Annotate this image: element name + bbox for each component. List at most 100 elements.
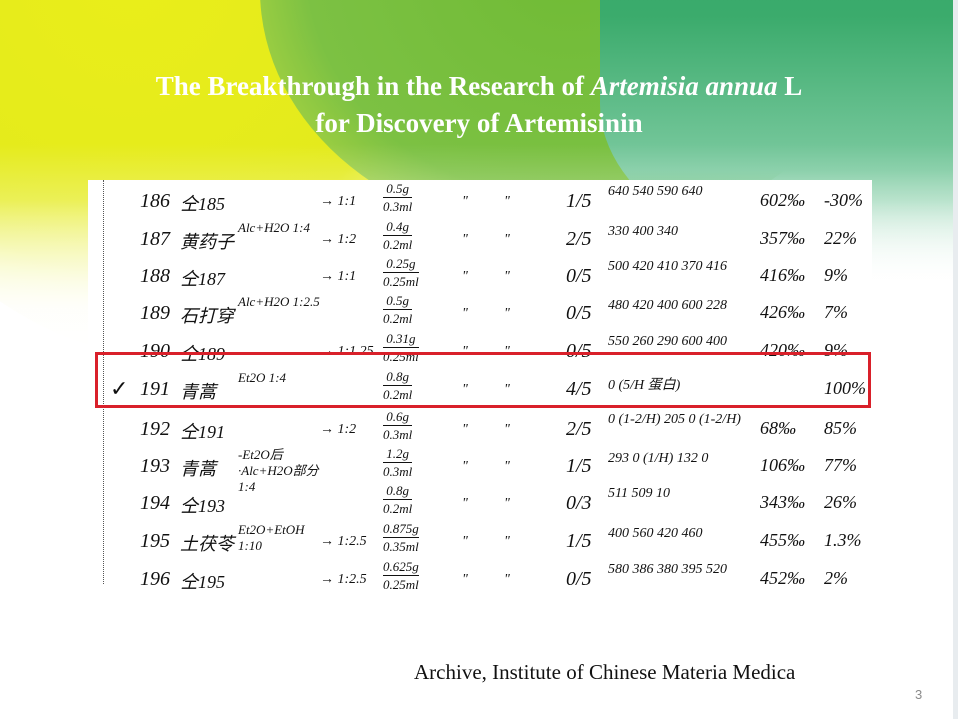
archive-row: 193 青蒿 -Et2O后·Alc+H2O部分 1:4 1.2g 0.3ml " … (88, 446, 872, 494)
ditto-mark: " (504, 382, 510, 397)
percent: 7% (824, 302, 848, 322)
fraction: 0/3 (566, 492, 592, 514)
dose: 0.8g 0.2ml (383, 368, 413, 403)
percent: -30% (824, 190, 863, 210)
fraction: 4/5 (566, 378, 592, 400)
fraction: 0/5 (566, 265, 592, 287)
dose: 0.875g 0.35ml (383, 520, 419, 555)
ditto-mark: " (504, 344, 510, 359)
experiment-number: 195 (140, 530, 170, 552)
ditto-mark: " (504, 534, 510, 549)
ratio: → 1:2 (320, 422, 357, 437)
dose-amount: 0.25g (383, 255, 419, 273)
title-line2: for Discovery of Artemisinin (315, 108, 643, 138)
permille: 343‰ (760, 492, 805, 512)
fraction: 1/5 (566, 530, 592, 552)
fraction: 2/5 (566, 418, 592, 440)
solvent: Alc+H2O 1:2.5 (238, 294, 320, 309)
permille: 106‰ (760, 455, 805, 475)
ditto-mark: " (504, 269, 510, 284)
material: 仝191 (180, 422, 225, 442)
experiment-number: 188 (140, 265, 170, 287)
material: 土茯苓 (180, 534, 234, 554)
dose-volume: 0.3ml (383, 199, 413, 214)
dose: 0.6g 0.3ml (383, 408, 413, 443)
percent: 77% (824, 455, 857, 475)
dose-volume: 0.2ml (383, 237, 413, 252)
readings: 400 560 420 460 (608, 526, 703, 541)
fraction: 0/5 (566, 302, 592, 324)
ratio: → 1:1 (320, 194, 357, 209)
percent: 85% (824, 418, 857, 438)
archive-row: 192 仝191 → 1:2 0.6g 0.3ml " " 2/5 0 (1-2/… (88, 409, 872, 448)
permille: 416‰ (760, 265, 805, 285)
dose-volume: 0.25ml (383, 274, 419, 289)
dose-amount: 0.5g (383, 292, 413, 310)
source-caption: Archive, Institute of Chinese Materia Me… (414, 660, 796, 684)
percent: 22% (824, 228, 857, 248)
ditto-mark: " (462, 496, 468, 511)
permille: 357‰ (760, 228, 805, 248)
percent: 9% (824, 265, 848, 285)
archive-row: 195 土茯苓 Et2O+EtOH 1:10 → 1:2.5 0.875g 0.3… (88, 521, 872, 560)
ratio: → 1:2.5 (320, 572, 367, 587)
dose: 0.4g 0.2ml (383, 218, 413, 253)
ditto-mark: " (504, 194, 510, 209)
archive-row: 187 黄药子 Alc+H2O 1:4 → 1:2 0.4g 0.2ml " " … (88, 219, 872, 258)
material: 仝193 (180, 496, 225, 516)
readings: 580 386 380 395 520 (608, 562, 727, 577)
permille: 455‰ (760, 530, 805, 550)
ditto-mark: " (504, 572, 510, 587)
dose-volume: 0.3ml (383, 427, 413, 442)
material: 石打穿 (180, 306, 234, 326)
material: 黄药子 (180, 232, 234, 252)
slide-title: The Breakthrough in the Research of Arte… (0, 68, 958, 142)
solvent: Et2O+EtOH 1:10 (238, 522, 305, 553)
dose-volume: 0.2ml (383, 311, 413, 326)
ratio: → 1:1.25 (320, 344, 374, 359)
ratio: → 1:1 (320, 269, 357, 284)
dose-volume: 0.2ml (383, 501, 413, 516)
ditto-mark: " (462, 194, 468, 209)
dose-volume: 0.25ml (383, 577, 419, 592)
scrollbar[interactable] (953, 0, 958, 719)
dose-amount: 0.4g (383, 218, 413, 236)
ditto-mark: " (462, 306, 468, 321)
readings: 640 540 590 640 (608, 184, 703, 199)
dose-amount: 0.6g (383, 408, 413, 426)
experiment-number: 186 (140, 190, 170, 212)
experiment-number: 196 (140, 568, 170, 590)
percent: 100% (824, 378, 866, 398)
archive-row: 196 仝195 → 1:2.5 0.625g 0.25ml " " 0/5 58… (88, 559, 872, 598)
experiment-number: 194 (140, 492, 170, 514)
permille: 420‰ (760, 340, 805, 360)
ditto-mark: " (504, 232, 510, 247)
dose: 0.25g 0.25ml (383, 255, 419, 290)
dose-amount: 0.31g (383, 330, 419, 348)
check-mark-icon: ✓ (110, 376, 129, 401)
experiment-number: 192 (140, 418, 170, 440)
dose-amount: 0.875g (383, 521, 419, 538)
dose-amount: 0.8g (383, 368, 413, 386)
archive-row: 189 石打穿 Alc+H2O 1:2.5 0.5g 0.2ml " " 0/5 … (88, 293, 872, 332)
experiment-number: 190 (140, 340, 170, 362)
ditto-mark: " (504, 459, 510, 474)
title-line1-suffix: L (777, 71, 803, 101)
fraction: 0/5 (566, 568, 592, 590)
ditto-mark: " (504, 422, 510, 437)
percent: 26% (824, 492, 857, 512)
dose-volume: 0.35ml (383, 539, 419, 554)
fraction: 1/5 (566, 190, 592, 212)
archive-notebook-image: 186 仝185 → 1:1 0.5g 0.3ml " " 1/5 640 540… (88, 180, 872, 592)
experiment-number: 189 (140, 302, 170, 324)
ditto-mark: " (462, 534, 468, 549)
experiment-number: 191 (140, 378, 170, 400)
solvent: -Et2O后·Alc+H2O部分 1:4 (238, 447, 319, 494)
ditto-mark: " (462, 344, 468, 359)
experiment-number: 187 (140, 228, 170, 250)
ratio: → 1:2 (320, 232, 357, 247)
material: 仝185 (180, 194, 225, 214)
dose-amount: 1.2g (383, 445, 413, 463)
fraction: 2/5 (566, 228, 592, 250)
percent: 2% (824, 568, 848, 588)
